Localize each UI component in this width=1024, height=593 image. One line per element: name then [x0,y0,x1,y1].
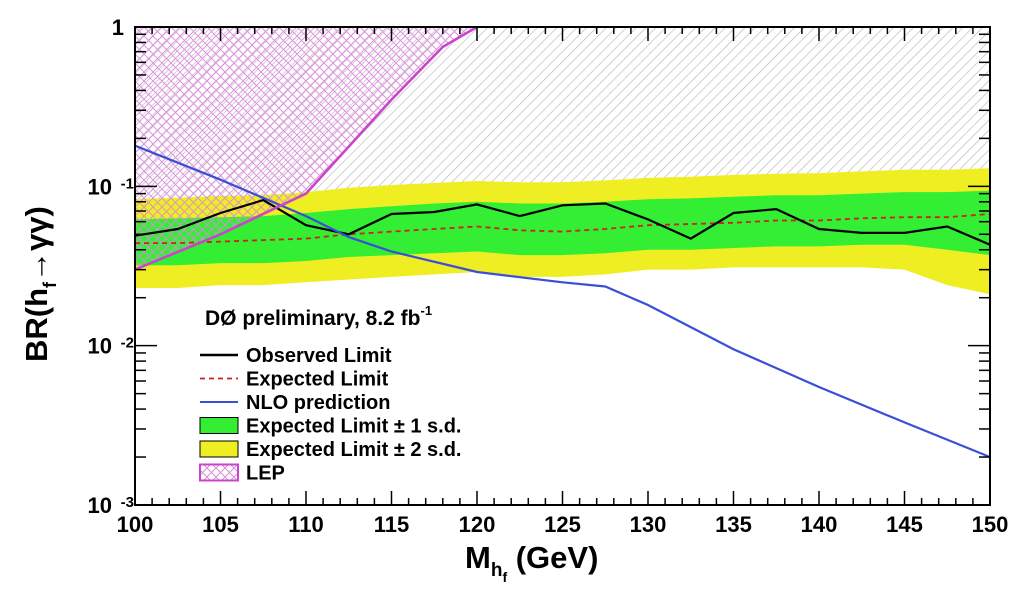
y-tick-label: 10 [88,334,112,359]
y-tick-label-exponent: -2 [121,335,134,352]
annotation-text: DØ preliminary, 8.2 fb [205,307,421,330]
y-tick-label-base: 10 [88,334,112,359]
y-tick-label: 10 [88,493,112,518]
legend-swatch-one_sd [199,417,239,434]
x-tick-label: 140 [801,512,838,537]
x-axis-title-unit: (GeV) [507,540,598,575]
annotation: DØ preliminary, 8.2 fb-1 [205,303,432,330]
nlo-line [135,144,990,459]
x-axis-title-subsub: f [502,569,507,585]
legend-label-nlo: NLO prediction [246,392,390,414]
legend-label-lep: LEP [246,463,285,485]
legend-label-two_sd: Expected Limit ± 2 s.d. [246,439,461,461]
y-axis-title-sub: f [40,281,60,288]
y-axis-title-tail: →γγ) [19,206,54,282]
legend-label-one_sd: Expected Limit ± 1 s.d. [246,416,461,438]
x-tick-label: 135 [715,512,752,537]
y-tick-label-exponent: -1 [121,175,134,192]
x-tick-label: 100 [117,512,154,537]
y-axis-title-main: BR(h [19,288,54,362]
x-tick-label: 105 [202,512,239,537]
x-axis-title-sub: h [491,560,503,581]
legend-entry-observed: Observed Limit [200,345,392,367]
x-tick-label: 110 [288,512,324,537]
plot-area [135,27,990,459]
lep-line [135,27,478,271]
x-axis-title-main: M [465,540,491,575]
x-tick-label: 145 [886,512,923,537]
y-axis: 10 -3 10 -2 10 -1 1 [88,15,990,518]
legend-swatch-lep [199,463,239,482]
y-tick-label-exponent: -3 [121,494,134,511]
plot-frame [134,26,991,506]
lep-region [135,27,477,270]
legend-entry-lep: LEP [199,463,285,485]
legend-entry-expected: Expected Limit [200,369,389,391]
expected-line [135,213,990,244]
x-tick-label: 150 [972,512,1009,537]
legend-entry-one_sd: Expected Limit ± 1 s.d. [199,416,461,438]
legend-label-expected: Expected Limit [246,369,389,391]
legend-swatch-two_sd [199,440,239,458]
legend-entry-two_sd: Expected Limit ± 2 s.d. [199,439,461,461]
x-axis-title: Mhf (GeV) [465,540,598,585]
y-tick-label: 1 [112,15,124,40]
x-tick-label: 125 [544,512,581,537]
y-tick-label-base: 10 [88,174,112,199]
y-tick-label: 10 [88,174,112,199]
y-tick-label-base: 1 [112,15,124,40]
x-tick-label: 120 [459,512,496,537]
x-tick-label: 130 [630,512,667,537]
x-axis: 100 105 110 115 120 125 130 135 140 145 150 [117,27,1009,537]
legend-entry-nlo: NLO prediction [200,392,390,414]
y-axis-title: BR(hf→γγ) [19,206,60,362]
legend-label-observed: Observed Limit [246,345,392,367]
x-tick-label: 115 [374,512,410,537]
annotation-sup: -1 [421,303,433,318]
y-tick-label-base: 10 [88,493,112,518]
